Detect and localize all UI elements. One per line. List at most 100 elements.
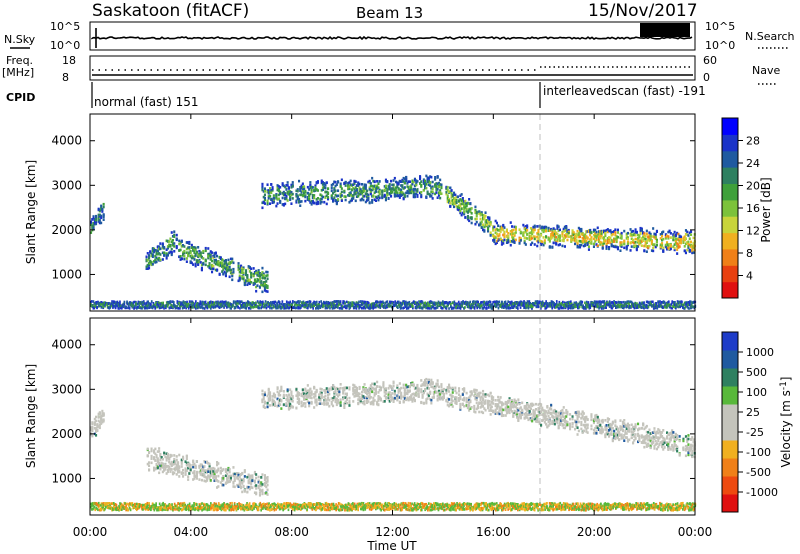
power-cell — [285, 306, 288, 310]
power-cell — [668, 247, 671, 251]
power-cell — [549, 305, 552, 308]
power-cell — [565, 228, 568, 231]
power-cell — [362, 186, 365, 189]
power-cell — [254, 305, 256, 309]
power-cell — [347, 194, 350, 197]
power-cell — [528, 231, 531, 235]
power-cell — [352, 197, 355, 200]
power-cell — [692, 246, 695, 249]
power-cell — [593, 304, 596, 308]
power-cell — [323, 183, 326, 186]
power-cell — [413, 192, 416, 196]
power-cell — [531, 232, 534, 236]
power-cell — [237, 268, 240, 271]
power-cell — [489, 231, 492, 234]
power-cell — [402, 180, 405, 183]
power-cell — [528, 300, 531, 303]
power-cell — [679, 238, 682, 241]
power-cell — [584, 236, 587, 239]
power-cell — [260, 300, 262, 304]
power-cell — [562, 306, 564, 310]
power-cell — [691, 244, 694, 248]
power-cell — [190, 256, 193, 260]
power-cell — [453, 191, 456, 195]
power-cell — [606, 303, 608, 307]
power-cell — [153, 247, 156, 251]
power-cell — [168, 306, 171, 310]
power-cell — [322, 302, 325, 306]
power-cell — [458, 206, 461, 209]
power-cell — [652, 227, 655, 230]
power-cell — [229, 306, 232, 310]
power-cell — [280, 302, 283, 306]
freq-frame — [89, 55, 696, 81]
power-cell — [674, 239, 677, 243]
power-cell — [129, 301, 132, 304]
power-cell — [517, 301, 519, 304]
power-cell — [571, 238, 574, 242]
power-cell — [340, 178, 343, 182]
power-cell — [91, 218, 94, 221]
power-cell — [511, 239, 514, 243]
velocity-cell — [154, 467, 157, 471]
power-cell — [93, 305, 96, 308]
power-cell — [210, 307, 212, 310]
power-cell — [664, 235, 667, 238]
power-cell — [352, 183, 355, 186]
power-cell — [173, 245, 176, 248]
velocity-cell — [178, 469, 181, 473]
velocity-cell — [248, 475, 251, 478]
power-cell — [446, 189, 449, 192]
power-cell — [661, 305, 664, 309]
power-cell — [265, 274, 268, 278]
power-cell — [405, 177, 408, 181]
power-cell — [285, 300, 288, 303]
power-cell — [150, 300, 153, 303]
velocity-cell — [250, 482, 253, 486]
power-cell — [142, 301, 145, 305]
power-cell — [450, 192, 453, 195]
power-cell — [527, 304, 530, 308]
power-cell — [245, 271, 248, 274]
power-cell — [642, 302, 644, 305]
power-cell — [575, 232, 578, 236]
power-cell — [567, 228, 570, 232]
power-cell — [183, 249, 186, 253]
power-cell — [92, 300, 95, 303]
power-cell — [642, 231, 645, 234]
power-cell — [493, 300, 495, 304]
power-cell — [344, 302, 346, 305]
power-cell — [204, 259, 207, 263]
power-cell — [257, 278, 260, 282]
power-cell — [228, 266, 231, 269]
velocity-cell — [100, 419, 103, 422]
power-cell — [202, 302, 205, 305]
power-cell — [156, 303, 158, 307]
velocity-cell — [243, 470, 246, 474]
velocity-cell — [175, 463, 178, 467]
power-cell — [182, 303, 185, 307]
power-cell — [475, 214, 478, 218]
power-cell — [437, 185, 440, 189]
power-cell — [661, 242, 664, 245]
power-cell — [187, 304, 190, 307]
power-cell — [504, 300, 507, 304]
power-cell — [458, 208, 461, 212]
velocity-cell — [209, 479, 212, 482]
power-cell — [202, 306, 204, 310]
velocity-cell — [232, 480, 235, 484]
power-cell — [553, 232, 556, 236]
power-cell — [528, 236, 531, 240]
power-cell — [480, 304, 483, 307]
power-cell — [150, 252, 153, 256]
power-cell — [93, 219, 96, 223]
power-cell — [344, 305, 346, 308]
power-cell — [625, 247, 628, 251]
power-cell — [653, 232, 656, 236]
power-cell — [610, 233, 613, 237]
power-cell — [635, 247, 638, 250]
power-cell — [427, 304, 430, 307]
power-cell — [451, 202, 454, 206]
power-cell — [352, 195, 355, 198]
power-cell — [253, 278, 256, 281]
